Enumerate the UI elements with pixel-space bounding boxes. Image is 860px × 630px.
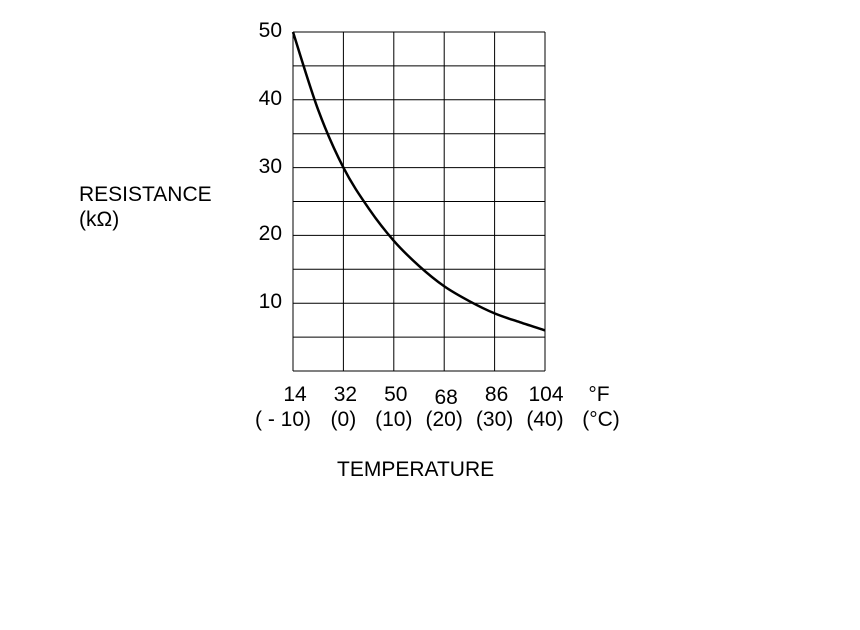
x-tick-label-c: (40): [526, 408, 564, 431]
y-tick-label: 20: [258, 222, 282, 246]
x-tick-label-c: (20): [425, 408, 463, 431]
x-tick-label-f: 68: [434, 386, 458, 409]
resistance-curve: [291, 31, 546, 332]
x-axis-label: TEMPERATURE: [337, 458, 495, 481]
y-axis-unit: (kΩ): [79, 208, 120, 231]
x-tick-label-c: (30): [475, 408, 514, 431]
y-axis-title: RESISTANCE: [79, 183, 212, 206]
y-tick-label: 10: [258, 290, 282, 314]
y-axis-label: RESISTANCE (kΩ): [79, 182, 212, 232]
x-tick-label-f: 104: [528, 383, 564, 406]
y-tick-label: 30: [258, 154, 282, 178]
x-tick-label-f: 86: [484, 383, 509, 406]
chart-grid: [292, 31, 546, 372]
x-unit-c-label: (°C): [582, 408, 620, 431]
x-tick-label-f: 50: [384, 383, 408, 406]
x-tick-label-c: (10): [375, 408, 413, 431]
x-tick-label-c: (0): [330, 408, 357, 431]
y-tick-label: 40: [258, 86, 282, 110]
y-tick-label: 50: [258, 19, 282, 42]
x-tick-label-c: ( - 10): [254, 408, 312, 431]
x-tick-label-f: 32: [333, 383, 358, 406]
x-unit-f-label: °F: [588, 383, 610, 406]
x-tick-label-f: 14: [283, 383, 307, 406]
